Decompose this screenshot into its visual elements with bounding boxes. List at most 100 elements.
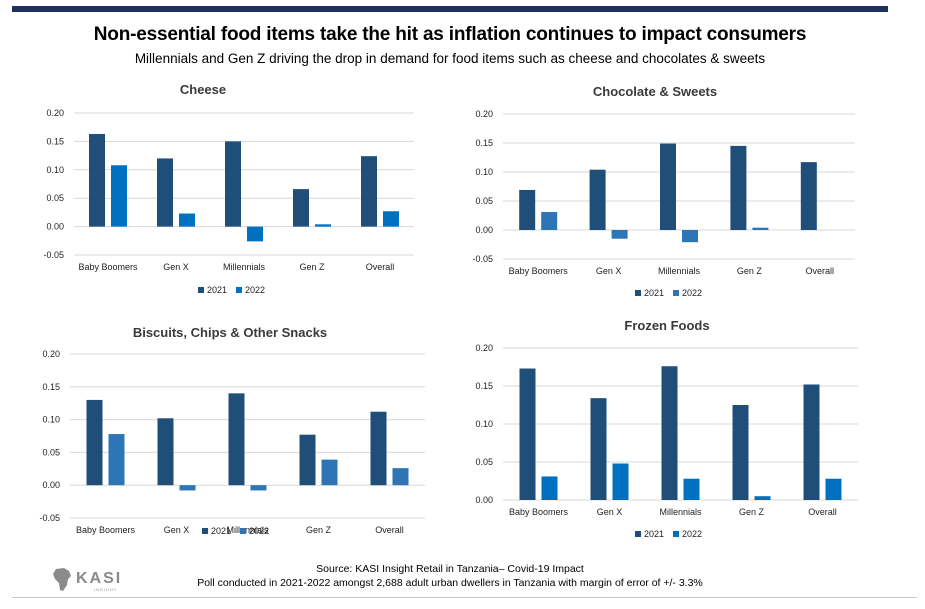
bar-gen-x-2021 — [590, 398, 607, 500]
bar-baby-boomers-2022 — [111, 165, 127, 227]
frozen-foods-chart: Frozen Foods 0.20 0.15 0.10 0.05 0.00 Baby Boo… — [475, 318, 858, 539]
legend-swatch-2021 — [635, 290, 641, 296]
category-label-gen-z: Gen Z — [737, 266, 763, 276]
legend-swatch-2022 — [236, 287, 242, 293]
bar-gen-z-2022 — [752, 227, 769, 230]
y-tick-label: 0.05 — [475, 196, 493, 206]
y-tick-label: 0.05 — [42, 447, 60, 457]
legend-label-2021: 2021 — [207, 285, 227, 295]
source-note: Source: KASI Insight Retail in Tanzania–… — [316, 563, 584, 575]
legend-label-2021: 2021 — [644, 529, 664, 539]
y-tick-label: 0.00 — [475, 225, 493, 235]
bottom-divider — [12, 597, 917, 598]
legend-swatch-2022 — [673, 290, 679, 296]
category-label-millennials: Millennials — [226, 525, 269, 535]
category-label-gen-x: Gen X — [596, 266, 622, 276]
bar-baby-boomers-2021 — [519, 368, 536, 500]
legend-label-2022: 2022 — [249, 526, 269, 536]
bar-gen-z-2022 — [321, 459, 338, 486]
legend-swatch-2021 — [198, 287, 204, 293]
bar-gen-z-2022 — [315, 224, 331, 227]
y-tick-label: 0.05 — [475, 457, 493, 467]
category-label-baby-boomers: Baby Boomers — [509, 266, 569, 276]
bar-millennials-2021 — [660, 143, 676, 230]
bar-overall-2021 — [370, 411, 387, 486]
bar-baby-boomers-2022 — [541, 212, 558, 230]
category-label-overall: Overall — [808, 507, 837, 517]
y-tick-label: 0.15 — [42, 382, 60, 392]
chart-title: Biscuits, Chips & Other Snacks — [133, 325, 327, 340]
category-label-baby-boomers: Baby Boomers — [509, 507, 569, 517]
category-label-baby-boomers: Baby Boomers — [78, 262, 138, 272]
kasi-logo: KASI INSIGHT — [53, 568, 122, 592]
bar-gen-x-2022 — [179, 485, 196, 491]
bar-overall-2021 — [361, 156, 377, 227]
legend-swatch-2022 — [240, 528, 246, 534]
category-label-gen-z: Gen Z — [306, 525, 332, 535]
bar-overall-2022 — [383, 211, 399, 227]
africa-map-icon — [53, 568, 71, 591]
legend-swatch-2021 — [202, 528, 208, 534]
logo-tagline: INSIGHT — [94, 587, 117, 592]
bar-overall-2022 — [392, 468, 409, 486]
y-tick-label: 0.10 — [42, 415, 60, 425]
category-label-millennials: Millennials — [659, 507, 702, 517]
y-tick-label: 0.15 — [475, 381, 493, 391]
bar-gen-z-2022 — [754, 496, 771, 500]
bar-millennials-2022 — [683, 478, 700, 500]
legend-label-2022: 2022 — [682, 529, 702, 539]
y-tick-label: -0.05 — [472, 254, 493, 264]
y-tick-label: 0.15 — [46, 136, 64, 146]
legend-swatch-2021 — [635, 531, 641, 537]
page-subtitle: Millennials and Gen Z driving the drop i… — [134, 51, 766, 66]
bar-overall-2022 — [825, 478, 842, 500]
category-label-gen-z: Gen Z — [739, 507, 765, 517]
chart-title: Cheese — [180, 82, 226, 97]
snacks-chart: Biscuits, Chips & Other Snacks 0.20 0.15 0.… — [39, 325, 425, 536]
chocolate-sweets-chart: Chocolate & Sweets 0.20 0.15 0.10 0.05 0.00 -0… — [472, 84, 855, 298]
top-accent-bar — [12, 6, 888, 12]
category-label-millennials: Millennials — [223, 262, 266, 272]
bar-baby-boomers-2021 — [86, 399, 103, 486]
bar-gen-x-2021 — [589, 169, 606, 230]
bar-millennials-2022 — [247, 226, 263, 242]
bar-gen-x-2022 — [179, 213, 195, 227]
legend-swatch-2022 — [673, 531, 679, 537]
category-label-gen-x: Gen X — [597, 507, 623, 517]
bar-baby-boomers-2021 — [519, 189, 536, 230]
category-label-overall: Overall — [806, 266, 835, 276]
legend-label-2021: 2021 — [211, 526, 231, 536]
y-tick-label: 0.05 — [46, 193, 64, 203]
cheese-chart: Cheese 0.20 0.15 0.10 0.05 0.00 -0.05 Baby Boom… — [43, 82, 414, 295]
y-tick-label: 0.10 — [475, 419, 493, 429]
category-label-gen-x: Gen X — [164, 525, 190, 535]
bar-gen-z-2021 — [732, 405, 749, 500]
bar-millennials-2022 — [682, 230, 698, 243]
bar-gen-x-2021 — [157, 158, 173, 227]
y-tick-label: 0.00 — [475, 495, 493, 505]
legend-label-2021: 2021 — [644, 288, 664, 298]
bar-overall-2021 — [803, 384, 820, 500]
y-tick-label: 0.10 — [46, 165, 64, 175]
bar-overall-2021 — [800, 162, 817, 230]
logo-text: KASI — [76, 570, 122, 587]
bar-millennials-2021 — [661, 366, 678, 500]
category-label-overall: Overall — [366, 262, 395, 272]
category-label-overall: Overall — [375, 525, 404, 535]
y-tick-label: 0.00 — [42, 480, 60, 490]
bar-baby-boomers-2022 — [108, 434, 125, 486]
poll-note: Poll conducted in 2021-2022 amongst 2,68… — [197, 577, 703, 589]
page-title: Non-essential food items take the hit as… — [93, 24, 807, 45]
legend-label-2022: 2022 — [245, 285, 265, 295]
chart-title: Chocolate & Sweets — [593, 84, 717, 99]
bar-gen-x-2021 — [157, 418, 174, 486]
y-tick-label: 0.20 — [42, 349, 60, 359]
y-tick-label: 0.15 — [475, 138, 493, 148]
bar-gen-z-2021 — [293, 189, 309, 227]
bar-gen-x-2022 — [612, 463, 629, 500]
bar-baby-boomers-2021 — [89, 134, 105, 227]
bar-gen-z-2021 — [299, 434, 316, 486]
bar-millennials-2022 — [250, 485, 267, 491]
bar-millennials-2021 — [228, 393, 245, 486]
y-tick-label: -0.05 — [43, 250, 64, 260]
